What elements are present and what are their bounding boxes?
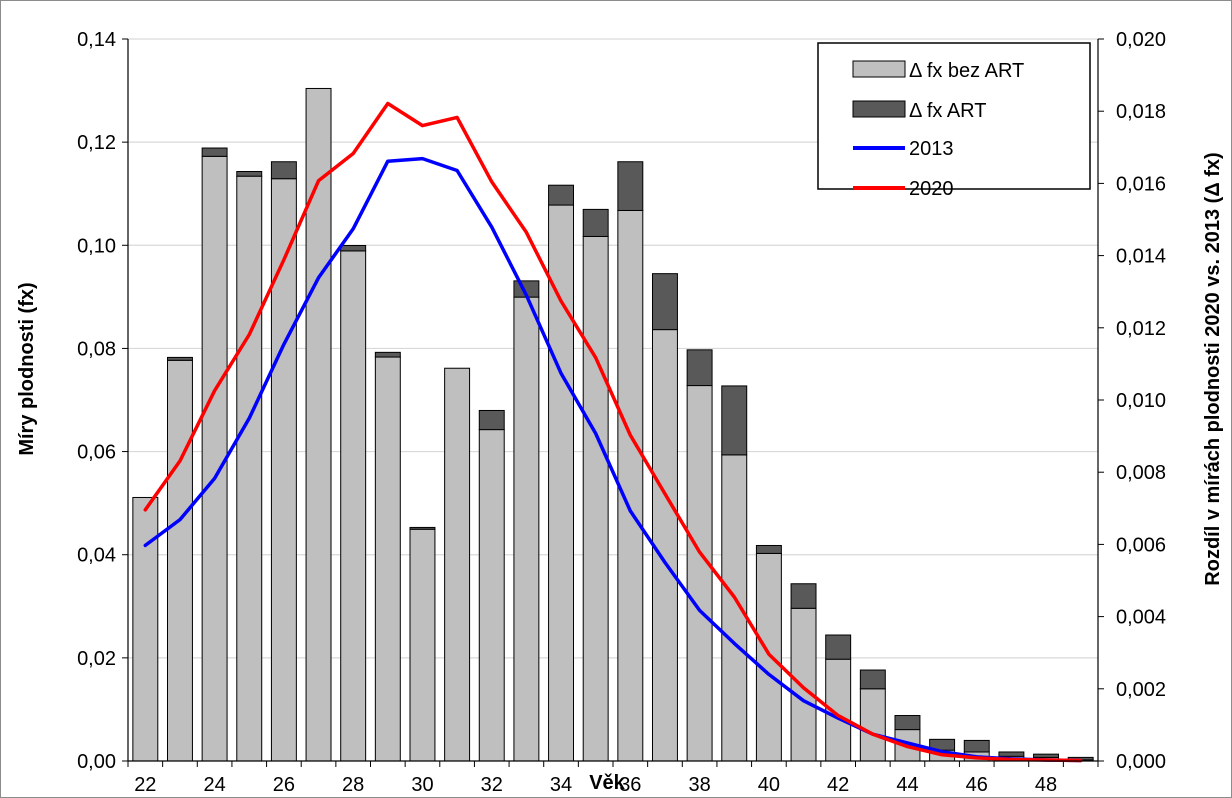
y-right-tick-label: 0,014	[1116, 246, 1166, 268]
y-right-tick-label: 0,018	[1116, 101, 1166, 123]
y-right-tick-label: 0,000	[1116, 751, 1166, 773]
bar-art	[548, 184, 575, 206]
y-right-tick-label: 0,012	[1116, 318, 1166, 340]
bar-art	[963, 739, 990, 753]
x-tick-label: 40	[758, 774, 780, 796]
bar-bez-art	[859, 688, 886, 762]
x-tick-label: 26	[273, 774, 295, 796]
bar-art	[409, 526, 436, 530]
bar-bez-art	[340, 250, 367, 762]
bar-art	[374, 351, 401, 358]
bar-art	[894, 715, 921, 731]
x-tick-label: 28	[342, 774, 364, 796]
bar-art	[998, 751, 1025, 757]
y-right-tick-label: 0,020	[1116, 29, 1166, 51]
legend-swatch-art	[852, 100, 906, 118]
bar-bez-art	[755, 552, 782, 762]
bar-bez-art	[305, 87, 332, 762]
bar-bez-art	[201, 155, 228, 762]
bar-bez-art	[686, 385, 713, 762]
axis-layer: 0,00 0,02 0,04 0,06 0,08 0,10 0,12 0,14 0,000 0,0…	[77, 29, 1166, 796]
bar-art	[755, 544, 782, 554]
y-left-tick-label: 0,14	[77, 29, 116, 51]
bar-art	[340, 244, 367, 252]
bar-layer	[132, 87, 1094, 762]
bar-art	[1033, 753, 1060, 758]
line-2013	[143, 156, 1083, 763]
bar-art	[478, 409, 505, 431]
y-axis-right-title: Rozdíl v mírách plodnosti 2020 vs. 2013 …	[1202, 152, 1224, 585]
y-left-tick-label: 0,00	[77, 751, 116, 773]
bar-bez-art	[478, 429, 505, 762]
x-tick-label: 34	[550, 774, 572, 796]
bar-bez-art	[374, 356, 401, 762]
bar-art	[686, 349, 713, 387]
bar-art	[270, 161, 297, 180]
y-right-tick-label: 0,008	[1116, 462, 1166, 484]
y-right-tick-label: 0,010	[1116, 390, 1166, 412]
bar-art	[201, 147, 228, 157]
y-axis-left-title: Míry plodnosti (fx)	[16, 282, 38, 455]
y-left-tick-label: 0,02	[77, 648, 116, 670]
bar-art	[166, 356, 193, 361]
bar-bez-art	[582, 235, 609, 762]
bar-bez-art	[236, 175, 263, 762]
legend-label-2013: 2013	[909, 138, 954, 160]
y-right-tick-label: 0,016	[1116, 173, 1166, 195]
bar-art	[721, 385, 748, 456]
bar-bez-art	[617, 209, 644, 762]
bar-bez-art	[790, 607, 817, 762]
y-left-tick-label: 0,12	[77, 132, 116, 154]
legend-swatch-bez-art	[852, 60, 906, 78]
y-left-tick-label: 0,10	[77, 235, 116, 257]
bar-art	[790, 583, 817, 609]
y-left-tick-label: 0,04	[77, 545, 116, 567]
line-2020	[143, 101, 1083, 763]
x-tick-label: 44	[896, 774, 918, 796]
x-axis-title: Věk	[589, 772, 625, 794]
y-left-tick-label: 0,06	[77, 442, 116, 464]
bar-art	[236, 170, 263, 177]
bar-art	[582, 208, 609, 237]
x-tick-label: 30	[411, 774, 433, 796]
y-right-tick-label: 0,002	[1116, 679, 1166, 701]
bar-bez-art	[166, 359, 193, 762]
x-tick-label: 38	[688, 774, 710, 796]
bar-bez-art	[270, 178, 297, 762]
y-right-tick-label: 0,004	[1116, 607, 1166, 629]
bar-art	[651, 273, 678, 331]
y-left-tick-label: 0,08	[77, 338, 116, 360]
bar-bez-art	[721, 454, 748, 762]
x-tick-label: 42	[827, 774, 849, 796]
y-right-tick-label: 0,006	[1116, 534, 1166, 556]
bar-bez-art	[513, 296, 540, 762]
legend-label-art: Δ fx ART	[909, 100, 986, 122]
legend-label-2020: 2020	[909, 178, 954, 200]
legend-label-bez-art: Δ fx bez ART	[909, 60, 1024, 82]
x-tick-label: 36	[619, 774, 641, 796]
line-layer	[143, 101, 1083, 763]
legend: Δ fx bez ART Δ fx ART 2013 2020	[817, 42, 1091, 200]
x-tick-label: 24	[203, 774, 225, 796]
bar-bez-art	[409, 528, 436, 762]
bar-art	[859, 669, 886, 690]
bar-art	[825, 634, 852, 660]
bar-art	[617, 161, 644, 211]
x-tick-label: 32	[481, 774, 503, 796]
x-tick-label: 46	[966, 774, 988, 796]
x-tick-label: 48	[1035, 774, 1057, 796]
x-tick-label: 22	[134, 774, 156, 796]
bar-bez-art	[651, 329, 678, 762]
bar-bez-art	[548, 204, 575, 762]
bar-bez-art	[444, 367, 471, 762]
